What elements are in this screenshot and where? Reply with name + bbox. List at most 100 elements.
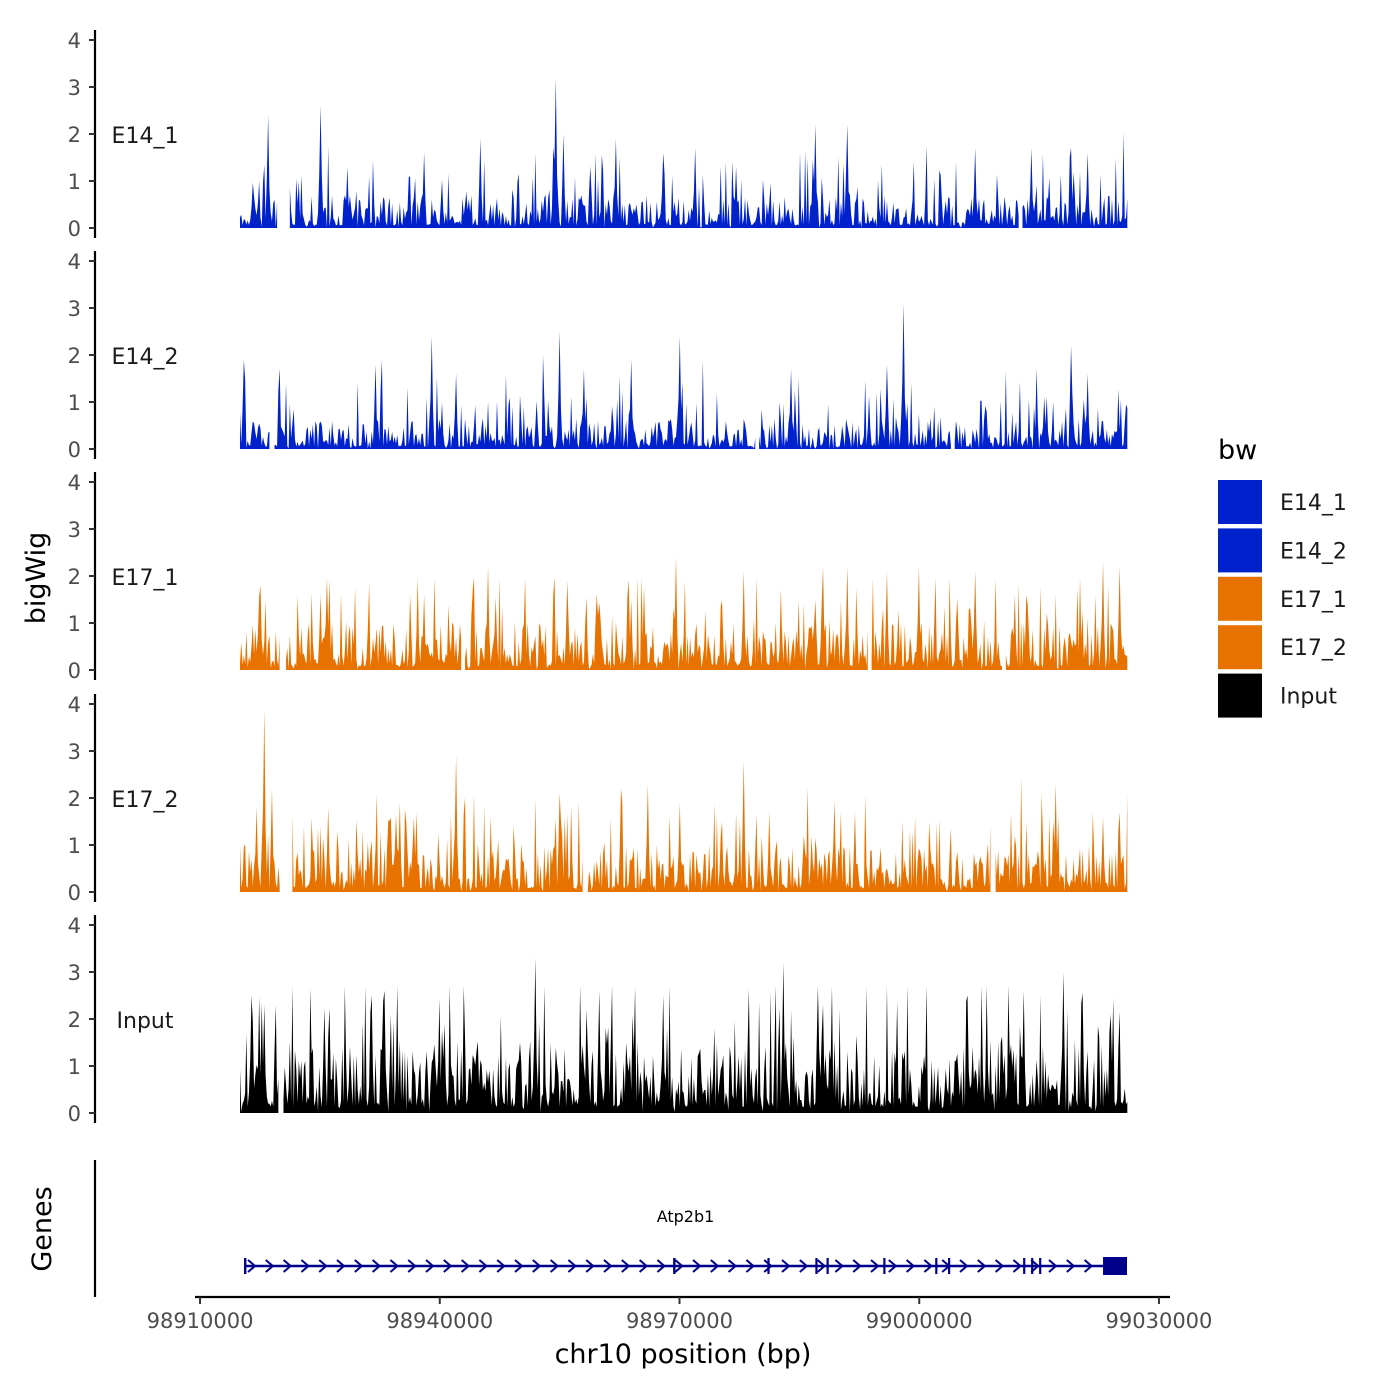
strand-arrow <box>923 1259 933 1273</box>
track-E17_2: 0 1 2 3 4 E17_2 <box>68 693 1128 905</box>
strand-arrow <box>727 1259 738 1273</box>
strand-arrow <box>674 1259 684 1273</box>
y-tick-label: 2 <box>68 1008 81 1032</box>
exon <box>673 1258 676 1274</box>
track-E14_1: 0 1 2 3 4 E14_1 <box>68 29 1128 241</box>
y-tick-label: 3 <box>68 297 81 321</box>
track-E17_1: 0 1 2 3 4 E17_1 <box>68 471 1128 683</box>
coverage-area <box>274 331 756 449</box>
y-tick-label: 1 <box>68 170 81 194</box>
strand-arrow <box>1048 1259 1058 1273</box>
legend-key <box>1218 673 1262 718</box>
legend-label: E17_1 <box>1280 588 1347 613</box>
strand-arrow <box>1083 1259 1094 1273</box>
strand-arrow <box>710 1259 720 1273</box>
y-tick-label: 0 <box>68 438 81 462</box>
track-Input: 0 1 2 3 4 Input <box>68 914 1128 1126</box>
y-tick-label: 4 <box>68 250 81 274</box>
strand-arrow <box>656 1259 666 1273</box>
coverage-area <box>759 303 951 449</box>
x-tick-label: 98910000 <box>147 1309 254 1333</box>
exon <box>1103 1257 1127 1275</box>
strand-arrow <box>300 1259 310 1273</box>
x-tick-label: 99030000 <box>1106 1309 1213 1333</box>
gene-name-label: Atp2b1 <box>657 1207 715 1226</box>
coverage-area <box>995 776 1128 892</box>
strand-arrow <box>959 1259 969 1273</box>
strand-arrow <box>816 1259 827 1273</box>
strand-arrow <box>443 1259 453 1273</box>
coverage-area <box>289 77 1019 228</box>
y-tick-label: 0 <box>68 1102 81 1126</box>
track-label: E17_1 <box>112 566 179 591</box>
y-tick-label: 1 <box>68 1055 81 1079</box>
exon <box>1023 1258 1026 1274</box>
strand-arrow <box>888 1259 898 1273</box>
track-label: Input <box>117 1009 174 1034</box>
strand-arrow <box>247 1259 257 1273</box>
coverage-tracks: 0 1 2 3 4 E14_1 0 1 2 3 4 E14_2 0 1 2 3 4 E17_1 0 1 2 3 4 E17_2… <box>68 29 1128 1126</box>
y-tick-label: 0 <box>68 881 81 905</box>
track-label: E14_2 <box>112 345 179 370</box>
strand-arrow <box>994 1259 1005 1273</box>
exon <box>883 1258 886 1274</box>
coverage-area <box>283 957 1128 1113</box>
strand-arrow <box>1066 1259 1076 1273</box>
strand-arrow <box>425 1259 435 1273</box>
coverage-area <box>240 995 279 1113</box>
track-label: E17_2 <box>112 788 179 813</box>
legend-key <box>1218 576 1262 621</box>
coverage-area <box>587 760 991 892</box>
y-tick-label: 4 <box>68 471 81 495</box>
legend-title: bw <box>1218 435 1257 466</box>
strand-arrow <box>870 1259 880 1273</box>
strand-arrow <box>585 1259 595 1273</box>
genes-panel: Atp2b1 <box>93 1160 1127 1297</box>
legend-label: Input <box>1280 685 1337 710</box>
strand-arrow <box>514 1259 524 1273</box>
y-tick-label: 2 <box>68 123 81 147</box>
strand-arrow <box>621 1259 631 1273</box>
gene-Atp2b1: Atp2b1 <box>243 1207 1127 1275</box>
strand-arrow <box>318 1259 328 1273</box>
y-tick-label: 2 <box>68 565 81 589</box>
exon <box>826 1258 829 1274</box>
track-label: E14_1 <box>112 124 179 149</box>
legend-key <box>1218 625 1262 670</box>
y-tick-label: 1 <box>68 391 81 415</box>
coverage-area <box>240 359 270 449</box>
coverage-area <box>1005 561 1128 670</box>
strand-arrow <box>496 1259 506 1273</box>
y-tick-label: 4 <box>68 914 81 938</box>
coverage-area <box>871 566 1003 670</box>
exon <box>1031 1258 1034 1274</box>
strand-arrow <box>532 1259 542 1273</box>
strand-arrow <box>265 1259 275 1273</box>
strand-arrow <box>603 1259 613 1273</box>
exon <box>1039 1258 1042 1274</box>
strand-arrow <box>763 1259 773 1273</box>
strand-arrow <box>371 1259 382 1273</box>
strand-arrow <box>977 1259 987 1273</box>
y-tick-label: 2 <box>68 787 81 811</box>
x-axis-title: chr10 position (bp) <box>555 1339 812 1370</box>
y-tick-label: 3 <box>68 76 81 100</box>
y-axis-title: bigWig <box>21 532 52 625</box>
coverage-area <box>240 585 280 670</box>
coverage-area <box>292 755 583 892</box>
legend-label: E14_1 <box>1280 491 1347 516</box>
strand-arrow <box>905 1259 916 1273</box>
legend-key <box>1218 528 1262 573</box>
coverage-area <box>954 345 1128 449</box>
strand-arrow <box>336 1259 346 1273</box>
strand-arrow <box>1030 1259 1040 1273</box>
x-axis: 98910000 98940000 98970000 99000000 99030000 <box>147 1295 1213 1333</box>
strand-arrow <box>354 1259 364 1273</box>
strand-arrow <box>799 1259 809 1273</box>
y-tick-label: 3 <box>68 740 81 764</box>
y-tick-label: 3 <box>68 518 81 542</box>
strand-arrow <box>389 1259 399 1273</box>
y-tick-label: 2 <box>68 344 81 368</box>
strand-arrow <box>407 1259 417 1273</box>
exon <box>767 1258 770 1274</box>
